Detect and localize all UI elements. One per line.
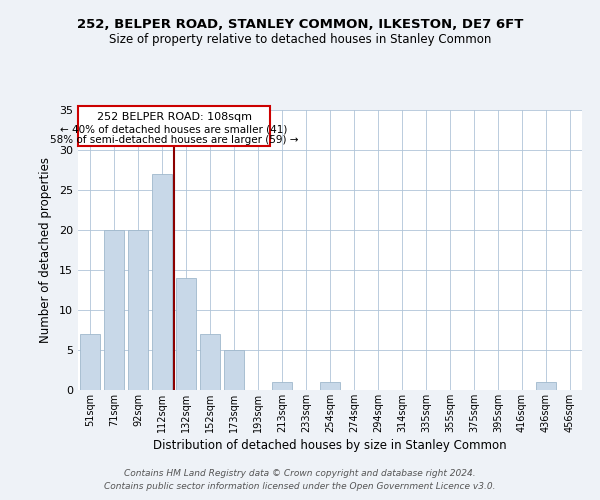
Text: ← 40% of detached houses are smaller (41): ← 40% of detached houses are smaller (41…: [61, 124, 287, 134]
Bar: [224, 350, 244, 390]
Text: Contains HM Land Registry data © Crown copyright and database right 2024.: Contains HM Land Registry data © Crown c…: [124, 468, 476, 477]
Bar: [152, 174, 172, 390]
Bar: [272, 382, 292, 390]
X-axis label: Distribution of detached houses by size in Stanley Common: Distribution of detached houses by size …: [153, 439, 507, 452]
Bar: [80, 334, 100, 390]
Text: Size of property relative to detached houses in Stanley Common: Size of property relative to detached ho…: [109, 32, 491, 46]
Bar: [200, 334, 220, 390]
Text: Contains public sector information licensed under the Open Government Licence v3: Contains public sector information licen…: [104, 482, 496, 491]
Y-axis label: Number of detached properties: Number of detached properties: [39, 157, 52, 343]
Text: 58% of semi-detached houses are larger (59) →: 58% of semi-detached houses are larger (…: [50, 135, 298, 145]
Bar: [536, 382, 556, 390]
Text: 252 BELPER ROAD: 108sqm: 252 BELPER ROAD: 108sqm: [97, 112, 251, 122]
Bar: [176, 278, 196, 390]
Bar: [104, 230, 124, 390]
Text: 252, BELPER ROAD, STANLEY COMMON, ILKESTON, DE7 6FT: 252, BELPER ROAD, STANLEY COMMON, ILKEST…: [77, 18, 523, 30]
Bar: [128, 230, 148, 390]
Bar: [320, 382, 340, 390]
